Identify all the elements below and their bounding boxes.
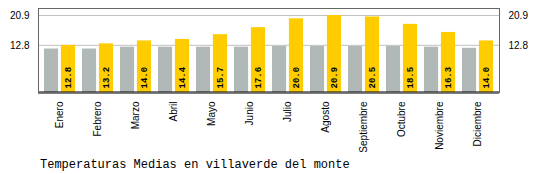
svg-text:20.0: 20.0 [292, 67, 302, 89]
svg-text:20.9: 20.9 [10, 10, 30, 21]
svg-text:12.8: 12.8 [509, 40, 529, 51]
svg-text:14.4: 14.4 [178, 66, 188, 88]
svg-text:Octubre: Octubre [396, 101, 407, 137]
svg-text:Noviembre: Noviembre [434, 101, 445, 150]
svg-text:20.9: 20.9 [330, 67, 340, 89]
svg-text:Mayo: Mayo [206, 101, 217, 126]
svg-text:Junio: Junio [244, 101, 255, 125]
svg-text:Julio: Julio [282, 101, 293, 122]
svg-text:13.2: 13.2 [102, 67, 112, 89]
svg-text:12.8: 12.8 [64, 67, 74, 89]
svg-text:12.8: 12.8 [10, 40, 30, 51]
svg-text:Marzo: Marzo [130, 101, 141, 129]
svg-text:Abril: Abril [168, 102, 179, 122]
svg-text:Septiembre: Septiembre [358, 101, 369, 153]
svg-text:20.9: 20.9 [509, 10, 529, 21]
svg-text:20.5: 20.5 [368, 67, 378, 89]
svg-text:18.5: 18.5 [406, 67, 416, 89]
svg-text:Febrero: Febrero [92, 101, 103, 136]
svg-text:15.7: 15.7 [216, 67, 226, 89]
svg-text:14.0: 14.0 [482, 67, 492, 89]
svg-text:Agosto: Agosto [320, 101, 331, 133]
svg-text:Enero: Enero [54, 101, 65, 128]
svg-text:17.6: 17.6 [254, 67, 264, 89]
svg-text:Diciembre: Diciembre [472, 101, 483, 146]
html-text:Temperaturas Medias en villave: Temperaturas Medias en villaverde del mo… [40, 158, 350, 172]
svg-text:14.0: 14.0 [140, 67, 150, 89]
svg-text:16.3: 16.3 [444, 67, 454, 89]
